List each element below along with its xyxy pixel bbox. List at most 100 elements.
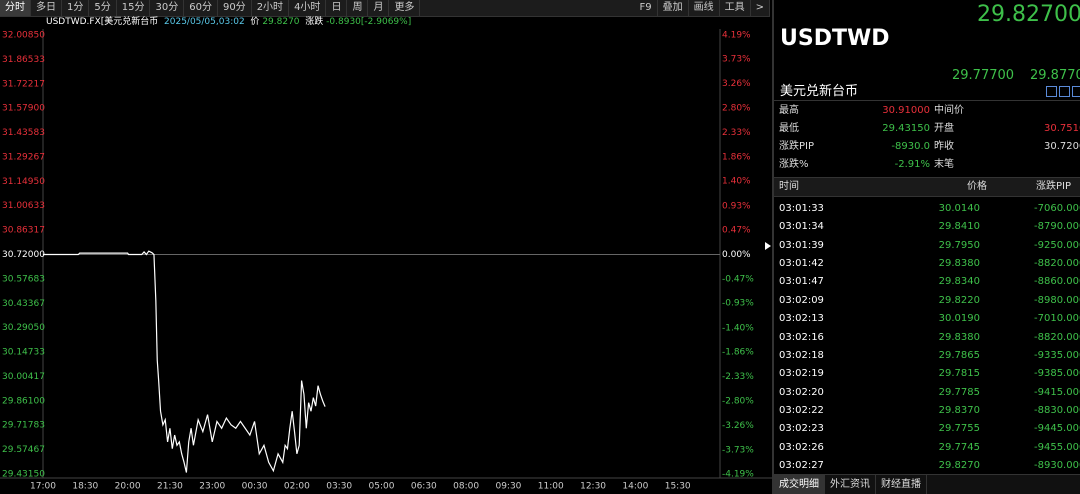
period-tab[interactable]: 30分 <box>150 0 185 16</box>
last-price: 29.82700 <box>977 2 1080 27</box>
trade-time: 03:01:42 <box>779 258 824 270</box>
tool-button[interactable]: F9 <box>634 0 658 16</box>
icon[interactable] <box>1059 86 1070 97</box>
y2-tick-label: 1.40% <box>722 177 751 187</box>
trade-time: 03:02:23 <box>779 423 824 435</box>
icon[interactable] <box>1046 86 1057 97</box>
x-tick-label: 05:00 <box>369 482 395 492</box>
period-tab[interactable]: 周 <box>347 0 369 16</box>
period-tab[interactable]: 多日 <box>31 0 62 16</box>
y-tick-label: 32.00850 <box>2 31 45 41</box>
trade-price: 29.8270 <box>938 460 980 472</box>
y-tick-label: 29.43150 <box>2 470 45 480</box>
x-tick-label: 17:00 <box>30 482 56 492</box>
expand-arrow <box>765 242 771 250</box>
y2-tick-label: -0.47% <box>722 275 754 285</box>
time: 2025/05/05,03:02 <box>164 17 245 27</box>
period-tab[interactable]: 5分 <box>89 0 117 16</box>
trade-time: 03:02:16 <box>779 331 824 343</box>
period-tab[interactable]: 分时 <box>0 0 31 16</box>
trade-time: 03:02:13 <box>779 313 824 325</box>
icon[interactable] <box>1072 86 1080 97</box>
y-tick-label: 29.86100 <box>2 396 45 406</box>
stat-label: 昨收 <box>934 141 954 152</box>
y2-tick-label: -2.80% <box>722 397 754 407</box>
stat-label: 最高 <box>779 105 799 116</box>
tool-button[interactable]: > <box>751 0 770 16</box>
trade-time: 03:02:09 <box>779 294 824 306</box>
y-tick-label: 30.29050 <box>2 323 45 333</box>
trade-time: 03:02:22 <box>779 404 824 416</box>
tool-button[interactable]: 工具 <box>720 0 751 16</box>
period-tab[interactable]: 60分 <box>184 0 218 16</box>
quote-panel: 29.82700 USDTWD 29.77700 29.87700 美元兑新台币… <box>772 0 1080 494</box>
bottom-tabs: 成交明细 外汇资讯 财经直播 <box>774 474 1080 494</box>
price: 29.8270 <box>262 17 300 27</box>
x-tick-label: 02:00 <box>284 482 310 492</box>
trade-price: 29.7815 <box>938 368 980 380</box>
stat-value: -2.91% <box>894 159 930 170</box>
y2-tick-label: -0.93% <box>722 299 754 309</box>
y2-tick-label: -2.33% <box>722 372 754 382</box>
stat-value: 30.91000 <box>882 105 930 116</box>
tool-button[interactable]: 叠加 <box>658 0 689 16</box>
y2-tick-label: 0.93% <box>722 201 751 211</box>
x-tick-label: 06:30 <box>411 482 437 492</box>
period-tab[interactable]: 90分 <box>218 0 252 16</box>
trade-price: 29.8380 <box>938 331 980 343</box>
trade-price: 29.7785 <box>938 386 980 398</box>
x-tick-label: 03:30 <box>326 482 352 492</box>
tool-button[interactable]: 画线 <box>689 0 720 16</box>
trade-price: 30.0140 <box>938 203 980 214</box>
x-tick-label: 00:30 <box>242 482 268 492</box>
y2-tick-label: -1.40% <box>722 323 754 333</box>
y2-tick-label: 0.47% <box>722 225 751 235</box>
period-tab[interactable]: 2小时 <box>252 0 290 16</box>
toolbar: 分时 多日 1分 5分 15分 30分 60分 90分 2小时 4小时日周月更多 F9 叠加 画线 工具 > <box>0 0 770 17</box>
period-tabs: 分时 多日 1分 5分 15分 30分 60分 90分 2小时 4小时日周月更多 <box>0 0 770 16</box>
y-tick-label: 29.71783 <box>2 421 45 431</box>
y2-tick-label: 1.86% <box>722 153 751 163</box>
bottom-tab[interactable]: 财经直播 <box>876 475 927 494</box>
period-tab[interactable]: 15分 <box>117 0 151 16</box>
period-tab[interactable]: 1分 <box>62 0 90 16</box>
trade-price: 29.8220 <box>938 294 980 306</box>
stat-value: 29.43150 <box>882 123 930 134</box>
stat-label: 末笔 <box>934 159 954 170</box>
bottom-tab[interactable]: 成交明细 <box>774 475 825 494</box>
bottom-tab[interactable]: 外汇资讯 <box>825 475 876 494</box>
period-tab[interactable]: 月 <box>368 0 390 16</box>
trade-time: 03:01:47 <box>779 276 824 288</box>
x-tick-label: 23:00 <box>199 482 225 492</box>
y2-tick-label: -1.86% <box>722 347 754 357</box>
y2-tick-label: 3.73% <box>722 55 751 65</box>
trade-price: 29.7865 <box>938 349 980 361</box>
trade-time: 03:01:39 <box>779 239 824 251</box>
price-label: 价 <box>250 17 260 27</box>
period-tab[interactable]: 4小时 <box>289 0 327 16</box>
header: 时间 <box>779 181 799 192</box>
period-tab[interactable]: 日 <box>326 0 348 16</box>
period-tab[interactable]: 更多 <box>389 0 421 16</box>
x-tick-label: 12:30 <box>580 482 606 492</box>
icons <box>1046 86 1080 100</box>
icon-group <box>1046 86 1080 97</box>
stat-label: 开盘 <box>934 123 954 134</box>
stat-row: 最高 30.91000 中间价 <box>774 102 1080 120</box>
